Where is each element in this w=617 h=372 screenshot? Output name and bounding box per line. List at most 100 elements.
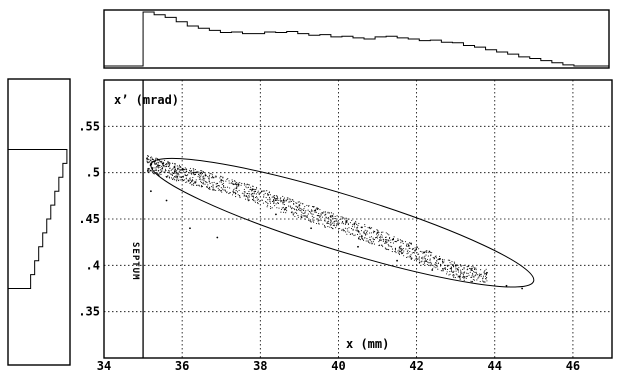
data-point bbox=[430, 264, 432, 266]
data-point bbox=[369, 239, 371, 241]
data-point bbox=[429, 251, 432, 253]
data-point bbox=[231, 179, 233, 181]
data-point bbox=[332, 216, 334, 218]
data-point bbox=[267, 203, 269, 205]
data-point bbox=[179, 176, 181, 178]
data-point bbox=[403, 250, 405, 252]
data-point bbox=[174, 172, 176, 174]
data-point bbox=[392, 238, 395, 240]
data-point bbox=[407, 243, 409, 245]
data-point bbox=[427, 255, 429, 257]
data-point bbox=[485, 272, 487, 274]
data-point bbox=[450, 263, 452, 265]
data-point bbox=[234, 187, 236, 189]
data-point bbox=[471, 266, 473, 268]
data-point bbox=[248, 196, 250, 198]
data-point bbox=[165, 165, 168, 168]
data-point bbox=[353, 224, 355, 226]
x-tick-label: 40 bbox=[331, 359, 345, 372]
data-point bbox=[246, 193, 248, 195]
data-point bbox=[208, 179, 210, 181]
data-point bbox=[444, 266, 446, 269]
data-point bbox=[146, 161, 148, 163]
data-point bbox=[398, 254, 401, 256]
data-point bbox=[158, 164, 161, 167]
data-point bbox=[274, 198, 276, 200]
data-point bbox=[175, 175, 177, 177]
data-point bbox=[465, 277, 467, 279]
data-point bbox=[419, 250, 421, 252]
data-point bbox=[360, 235, 362, 238]
data-point bbox=[355, 229, 357, 231]
data-point bbox=[176, 170, 178, 172]
data-point bbox=[336, 220, 338, 222]
data-point bbox=[176, 168, 178, 170]
data-point bbox=[372, 230, 375, 232]
data-point bbox=[471, 268, 473, 270]
data-point bbox=[295, 208, 297, 210]
data-point bbox=[368, 241, 370, 243]
data-point bbox=[270, 208, 272, 210]
data-point bbox=[338, 222, 340, 224]
data-point bbox=[200, 180, 202, 182]
data-point bbox=[423, 261, 425, 263]
data-point bbox=[437, 262, 440, 264]
data-point bbox=[429, 265, 431, 267]
data-point bbox=[306, 216, 308, 218]
data-point bbox=[481, 278, 484, 280]
data-point bbox=[252, 196, 255, 198]
data-point bbox=[404, 241, 407, 243]
data-point bbox=[452, 275, 454, 277]
data-point bbox=[149, 163, 152, 165]
data-point bbox=[403, 255, 405, 257]
data-point bbox=[269, 194, 271, 196]
data-point bbox=[214, 176, 216, 178]
data-point bbox=[459, 277, 461, 279]
data-point bbox=[165, 169, 167, 172]
data-point bbox=[406, 253, 408, 255]
data-point bbox=[267, 204, 269, 206]
data-point bbox=[182, 167, 184, 169]
data-point bbox=[213, 176, 215, 178]
data-point bbox=[394, 247, 396, 249]
data-point bbox=[297, 216, 299, 218]
data-point bbox=[182, 169, 184, 171]
data-point bbox=[348, 231, 350, 233]
data-point bbox=[349, 233, 351, 235]
data-point bbox=[458, 275, 460, 277]
data-point bbox=[221, 191, 223, 193]
data-point bbox=[337, 222, 339, 224]
data-point bbox=[297, 214, 299, 217]
data-point bbox=[478, 276, 480, 278]
data-point bbox=[200, 182, 202, 184]
data-point bbox=[322, 223, 324, 225]
data-point bbox=[261, 190, 263, 192]
data-point bbox=[328, 212, 331, 214]
data-point bbox=[454, 264, 457, 267]
data-point bbox=[192, 177, 194, 179]
data-point bbox=[254, 196, 257, 199]
data-point bbox=[295, 202, 297, 204]
data-point bbox=[418, 248, 420, 250]
data-point bbox=[328, 220, 330, 222]
data-point bbox=[460, 269, 462, 271]
data-point bbox=[323, 211, 325, 213]
data-point bbox=[264, 201, 267, 203]
data-point bbox=[331, 227, 334, 229]
data-point bbox=[283, 201, 285, 203]
data-point bbox=[174, 163, 176, 165]
data-point bbox=[397, 250, 399, 252]
data-point bbox=[294, 215, 296, 218]
data-point bbox=[160, 161, 162, 163]
data-point bbox=[243, 188, 245, 190]
data-point bbox=[301, 209, 303, 211]
data-point bbox=[174, 171, 176, 173]
data-point bbox=[275, 199, 277, 201]
data-point bbox=[448, 274, 450, 276]
data-point bbox=[390, 245, 392, 247]
data-point bbox=[266, 206, 268, 208]
data-point bbox=[303, 209, 305, 211]
data-point bbox=[443, 259, 445, 261]
data-point bbox=[344, 227, 346, 229]
data-point bbox=[479, 274, 481, 276]
